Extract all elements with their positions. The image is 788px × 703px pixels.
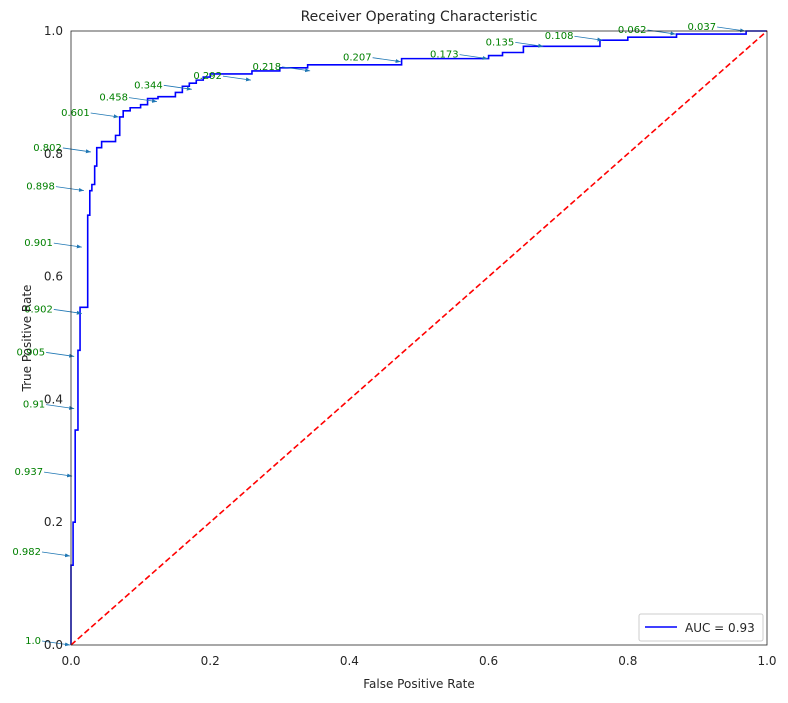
threshold-annotation: 0.344	[134, 80, 192, 91]
threshold-arrow	[62, 147, 91, 154]
threshold-arrow	[128, 97, 158, 103]
threshold-label: 0.218	[252, 62, 281, 73]
threshold-label: 0.91	[23, 400, 45, 411]
threshold-label: 1.0	[25, 636, 41, 647]
threshold-arrow	[53, 309, 82, 315]
threshold-annotation: 0.902	[24, 304, 82, 315]
threshold-label: 0.062	[618, 25, 647, 36]
threshold-label: 0.898	[26, 182, 55, 193]
threshold-label: 0.173	[430, 50, 459, 61]
threshold-label: 0.902	[24, 304, 53, 315]
threshold-annotation: 0.218	[252, 62, 311, 73]
threshold-arrow	[163, 84, 192, 91]
threshold-label: 0.802	[33, 143, 62, 154]
threshold-arrow	[46, 404, 75, 410]
threshold-label: 0.108	[545, 31, 574, 42]
threshold-label: 0.037	[687, 22, 716, 33]
threshold-arrow	[90, 112, 119, 119]
series-layer	[70, 30, 768, 646]
threshold-arrow	[53, 242, 82, 249]
threshold-arrow	[41, 640, 71, 647]
threshold-arrow	[574, 35, 603, 42]
threshold-arrow	[515, 41, 544, 48]
threshold-annotation: 0.601	[61, 108, 119, 119]
threshold-annotation: 0.292	[193, 71, 252, 82]
threshold-annotation: 0.802	[33, 143, 91, 154]
y-tick-label: 1.0	[44, 24, 63, 38]
threshold-label: 0.458	[99, 93, 128, 104]
threshold-annotation: 0.108	[545, 31, 603, 42]
threshold-annotation: 0.135	[486, 37, 544, 48]
x-tick-label: 0.2	[201, 654, 220, 668]
threshold-label: 0.344	[134, 80, 163, 91]
threshold-annotation: 0.91	[23, 400, 75, 411]
axis-layer: 0.0 0.2 0.4 0.6 0.8 1.0 0.0 0.2 0.4 0.6 0.8 1.0	[44, 24, 777, 668]
threshold-annotation: 0.905	[17, 347, 75, 358]
y-tick-label: 0.6	[44, 270, 63, 284]
x-tick-label: 0.4	[340, 654, 359, 668]
annotation-layer: 1.0 0.982 0.937 0.91 0.905 0.902 0.901 0.898 0.8…	[12, 22, 746, 647]
roc-curve-line	[70, 30, 767, 645]
threshold-annotation: 0.173	[430, 50, 488, 61]
legend-box	[638, 613, 764, 642]
x-tick-label: 0.8	[618, 654, 637, 668]
threshold-arrow	[55, 186, 84, 192]
threshold-annotation: 0.937	[14, 467, 73, 478]
y-tick-label: 0.8	[44, 147, 63, 161]
threshold-annotation: 0.207	[343, 53, 401, 64]
y-tick-label: 0.0	[44, 638, 63, 652]
threshold-arrow	[459, 54, 488, 60]
threshold-annotation: 0.458	[99, 93, 158, 104]
chart-title: Receiver Operating Characteristic	[301, 9, 538, 25]
x-tick-label: 1.0	[757, 654, 776, 668]
threshold-annotation: 1.0	[25, 636, 71, 647]
threshold-label: 0.292	[193, 71, 222, 82]
threshold-label: 0.135	[486, 37, 515, 48]
x-tick-label: 0.0	[61, 654, 80, 668]
y-tick-label: 0.2	[44, 515, 63, 529]
threshold-label: 0.207	[343, 53, 372, 64]
plot-frame	[70, 30, 768, 646]
legend-label: AUC = 0.93	[685, 621, 755, 635]
y-axis-label: True Positive Rate	[20, 285, 34, 393]
threshold-arrow	[222, 75, 252, 82]
threshold-annotation: 0.037	[687, 22, 746, 33]
threshold-label: 0.937	[14, 467, 43, 478]
x-tick-label: 0.6	[479, 654, 498, 668]
threshold-label: 0.901	[24, 238, 53, 249]
threshold-label: 0.905	[17, 347, 46, 358]
threshold-arrow	[46, 352, 75, 358]
threshold-annotation: 0.898	[26, 182, 84, 193]
threshold-arrow	[717, 26, 746, 33]
threshold-annotation: 0.901	[24, 238, 82, 249]
y-tick-label: 0.4	[44, 392, 63, 406]
x-axis-label: False Positive Rate	[363, 677, 475, 691]
threshold-annotation: 0.982	[12, 547, 71, 558]
threshold-arrow	[282, 66, 311, 73]
threshold-arrow	[44, 471, 73, 478]
threshold-label: 0.601	[61, 108, 90, 119]
threshold-arrow	[372, 57, 401, 63]
legend: AUC = 0.93	[638, 613, 764, 642]
threshold-label: 0.982	[12, 547, 41, 558]
chance-diagonal-line	[70, 30, 768, 646]
threshold-arrow	[41, 551, 71, 558]
